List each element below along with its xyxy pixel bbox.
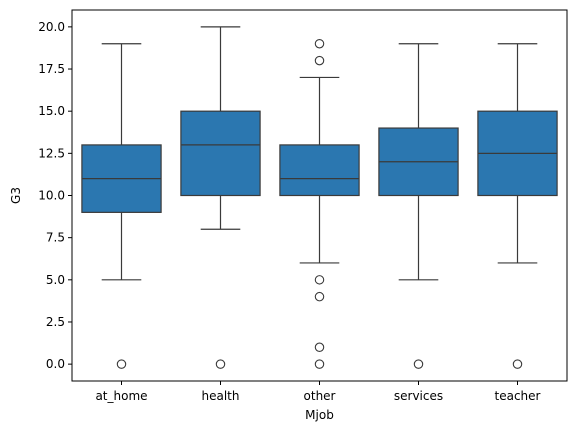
outlier-point: [314, 55, 325, 66]
y-tick-label: 10.0: [38, 189, 65, 203]
y-axis: 0.0 2.5 5.0 7.5 10.0 12.5 15.0 17.5 20.0: [38, 20, 72, 371]
y-tick-label: 0.0: [46, 357, 65, 371]
plot-area: [81, 26, 558, 369]
outlier-point: [413, 359, 424, 369]
outlier-point: [314, 359, 325, 369]
x-axis: at_home health other services teacher: [95, 381, 541, 403]
outlier-point: [314, 291, 325, 302]
box-group-services: [378, 43, 459, 369]
y-tick-label: 17.5: [38, 62, 65, 76]
outlier-point: [512, 359, 523, 369]
box-group-other: [279, 38, 360, 369]
outlier-point: [314, 275, 325, 285]
x-tick-label-teacher: teacher: [495, 389, 541, 403]
y-tick-label: 5.0: [46, 273, 65, 287]
y-tick-label: 2.5: [46, 315, 65, 329]
outlier-point: [215, 359, 226, 369]
y-axis-label: G3: [9, 187, 23, 204]
x-tick-label-other: other: [304, 389, 336, 403]
x-axis-label: Mjob: [305, 408, 334, 422]
outlier-point: [314, 38, 325, 49]
x-tick-label-health: health: [202, 389, 240, 403]
box-group-teacher: [477, 43, 558, 369]
box-iqr: [180, 110, 261, 197]
outlier-point: [314, 342, 325, 353]
y-tick-label: 20.0: [38, 20, 65, 34]
box-group-health: [180, 26, 261, 369]
y-tick-label: 12.5: [38, 146, 65, 160]
box-group-at_home: [81, 43, 162, 369]
y-tick-label: 7.5: [46, 231, 65, 245]
x-tick-label-services: services: [394, 389, 443, 403]
x-tick-label-at_home: at_home: [95, 389, 147, 403]
outlier-point: [116, 359, 127, 369]
y-tick-label: 15.0: [38, 104, 65, 118]
box-iqr: [279, 144, 360, 197]
